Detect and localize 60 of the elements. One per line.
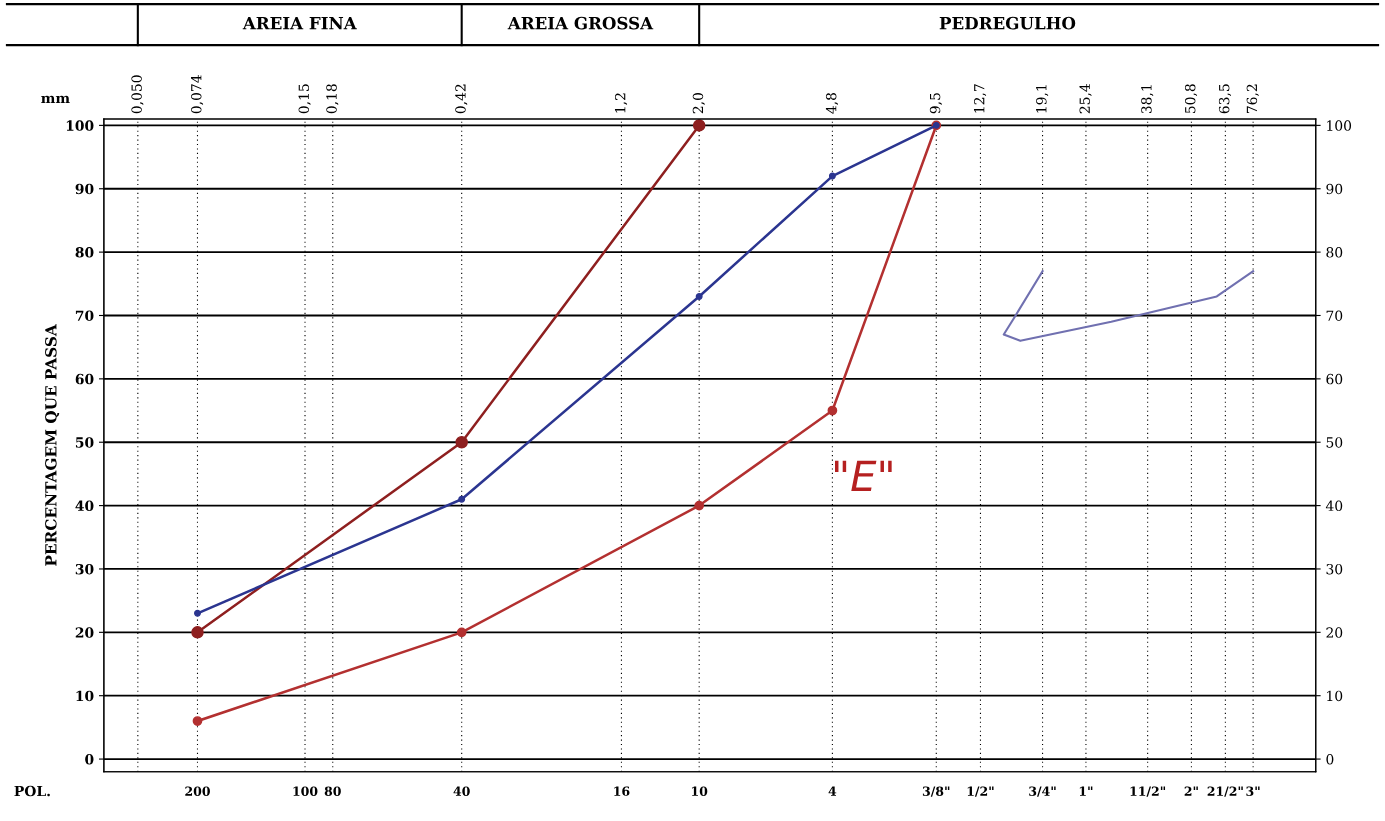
x-axis-title: mm bbox=[41, 95, 70, 104]
y-tick-label: 60 bbox=[75, 373, 94, 385]
y-tick-label: 20 bbox=[75, 627, 94, 638]
y-tick-label: 80 bbox=[75, 247, 94, 258]
text: 2" bbox=[1184, 786, 1198, 796]
y2-tick-label: 50 bbox=[1326, 437, 1343, 448]
y2-tick-label: 40 bbox=[1325, 500, 1343, 512]
y-tick-label: 10 bbox=[76, 690, 94, 702]
y2-tick-label: 70 bbox=[1326, 310, 1343, 321]
x-tick-label: 0,074 bbox=[191, 75, 204, 114]
x-tick-label: 38,1 bbox=[1141, 85, 1154, 114]
y2-tick-label: 30 bbox=[1326, 563, 1343, 575]
x-tick-label: 76,2 bbox=[1246, 84, 1259, 114]
text: 80 bbox=[324, 786, 341, 796]
y-tick-label: 90 bbox=[75, 183, 94, 195]
x-tick-label: 19,1 bbox=[1036, 85, 1049, 113]
y-tick-label: 40 bbox=[75, 500, 94, 512]
text: AREIA GROSSA bbox=[507, 16, 654, 30]
text: 10 bbox=[692, 786, 708, 796]
y2-tick-label: 80 bbox=[1326, 247, 1343, 258]
y-tick-label: 70 bbox=[75, 310, 94, 321]
text: 100 bbox=[293, 786, 318, 796]
y2-tick-label: 10 bbox=[1327, 690, 1343, 702]
y2-tick-label: 0 bbox=[1326, 754, 1334, 765]
x-tick-label: 0,050 bbox=[131, 75, 144, 114]
text: 200 bbox=[185, 786, 210, 796]
text: 1" bbox=[1079, 786, 1093, 796]
y-tick-label: 50 bbox=[75, 437, 94, 448]
text: AREIA FINA bbox=[242, 17, 357, 30]
y2-tick-label: 100 bbox=[1327, 120, 1352, 131]
x-tick-label: 25,4 bbox=[1079, 83, 1092, 114]
x-tick-label: 2,0 bbox=[692, 93, 705, 114]
x-tick-label: 63,5 bbox=[1218, 84, 1232, 114]
x-tick-label: 12,7 bbox=[973, 84, 987, 113]
text: 3/8" bbox=[922, 786, 950, 797]
text: 1/2" bbox=[967, 786, 994, 797]
text: 21/2" bbox=[1207, 786, 1243, 797]
y-tick-label: 0 bbox=[85, 754, 94, 765]
text: 3/4" bbox=[1029, 786, 1056, 797]
annotation: "E" bbox=[835, 460, 892, 492]
text: POL. bbox=[14, 785, 50, 797]
y-tick-label: 30 bbox=[75, 563, 94, 575]
text: 16 bbox=[614, 786, 630, 796]
x-tick-label: 9,5 bbox=[929, 93, 943, 114]
y2-tick-label: 90 bbox=[1326, 183, 1343, 195]
x-tick-label: 1,2 bbox=[614, 93, 628, 113]
text: 3" bbox=[1246, 786, 1260, 796]
text: PEDREGULHO bbox=[939, 16, 1076, 30]
x-tick-label: 0,42 bbox=[455, 84, 468, 114]
y2-tick-label: 20 bbox=[1326, 627, 1343, 638]
x-tick-label: 4,8 bbox=[825, 93, 839, 114]
y-axis-title: PERCENTAGEM QUE PASSA bbox=[45, 324, 60, 566]
y-tick-label: 100 bbox=[66, 120, 94, 131]
text: 40 bbox=[453, 786, 470, 796]
x-tick-label: 0,18 bbox=[326, 84, 339, 114]
x-tick-label: 0,15 bbox=[298, 84, 311, 114]
text: 4 bbox=[828, 786, 837, 796]
x-tick-label: 50,8 bbox=[1184, 84, 1198, 113]
text: 11/2" bbox=[1130, 786, 1166, 797]
y2-tick-label: 60 bbox=[1326, 373, 1343, 385]
